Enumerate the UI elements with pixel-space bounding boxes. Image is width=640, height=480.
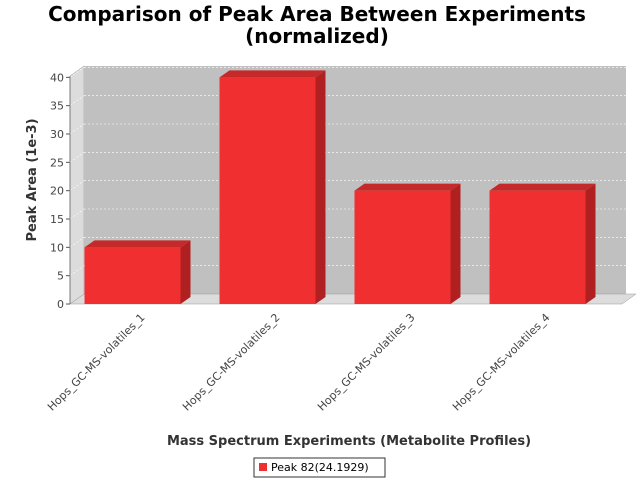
gridline-wall xyxy=(69,180,85,191)
bar-front xyxy=(219,77,316,304)
legend-entry: Peak 82(24.1929) xyxy=(271,461,369,474)
bar-front xyxy=(489,190,586,304)
bars-group xyxy=(84,70,596,304)
plot-left-wall xyxy=(69,65,85,305)
gridline-wall xyxy=(69,67,85,78)
y-tick-label: 30 xyxy=(50,128,64,141)
chart-title-line-1: Comparison of Peak Area Between Experime… xyxy=(48,2,586,26)
gridline-wall xyxy=(69,95,85,106)
x-axis-label: Mass Spectrum Experiments (Metabolite Pr… xyxy=(167,434,531,449)
chart-title-line-2: (normalized) xyxy=(245,24,389,48)
gridline-wall xyxy=(69,208,85,220)
x-axis-categories: Hops_GC-MS-volatiles_1 Hops_GC-MS-volatil… xyxy=(45,311,553,414)
y-tick-label: 5 xyxy=(57,270,64,283)
y-tick-label: 15 xyxy=(50,213,64,226)
bar-side xyxy=(585,183,596,304)
gridline-wall xyxy=(69,152,85,163)
gridline-wall xyxy=(69,123,85,135)
bar-side xyxy=(450,183,461,304)
y-tick-label: 40 xyxy=(50,71,64,84)
x-category-label: Hops_GC-MS-volatiles_4 xyxy=(450,311,553,414)
gridline-wall xyxy=(69,265,85,276)
legend-swatch xyxy=(259,463,267,471)
legend: Peak 82(24.1929) xyxy=(253,457,386,478)
bar-top xyxy=(219,70,326,78)
bar xyxy=(219,70,326,304)
x-category-label: Hops_GC-MS-volatiles_1 xyxy=(45,311,148,414)
y-axis-ticks: 0 5 10 15 20 25 30 35 40 xyxy=(50,71,71,311)
x-category-label: Hops_GC-MS-volatiles_2 xyxy=(180,311,283,414)
bar-side xyxy=(315,70,326,304)
gridline-wall xyxy=(69,237,85,248)
bar xyxy=(84,240,191,304)
y-tick-label: 20 xyxy=(50,185,64,198)
y-axis-label: Peak Area (1e-3) xyxy=(25,118,40,241)
bar-front xyxy=(354,190,451,304)
bar xyxy=(489,183,596,304)
bar-front xyxy=(84,247,181,304)
bar-top xyxy=(489,183,596,191)
x-category-label: Hops_GC-MS-volatiles_3 xyxy=(315,311,418,414)
y-tick-label: 35 xyxy=(50,100,64,113)
bar-side xyxy=(180,240,191,304)
bar-top xyxy=(84,240,191,248)
y-tick-label: 25 xyxy=(50,156,64,169)
legend-box xyxy=(253,457,386,478)
bar xyxy=(354,183,461,304)
bar-top xyxy=(354,183,461,191)
y-tick-label: 0 xyxy=(57,298,64,311)
y-tick-label: 10 xyxy=(50,241,64,254)
